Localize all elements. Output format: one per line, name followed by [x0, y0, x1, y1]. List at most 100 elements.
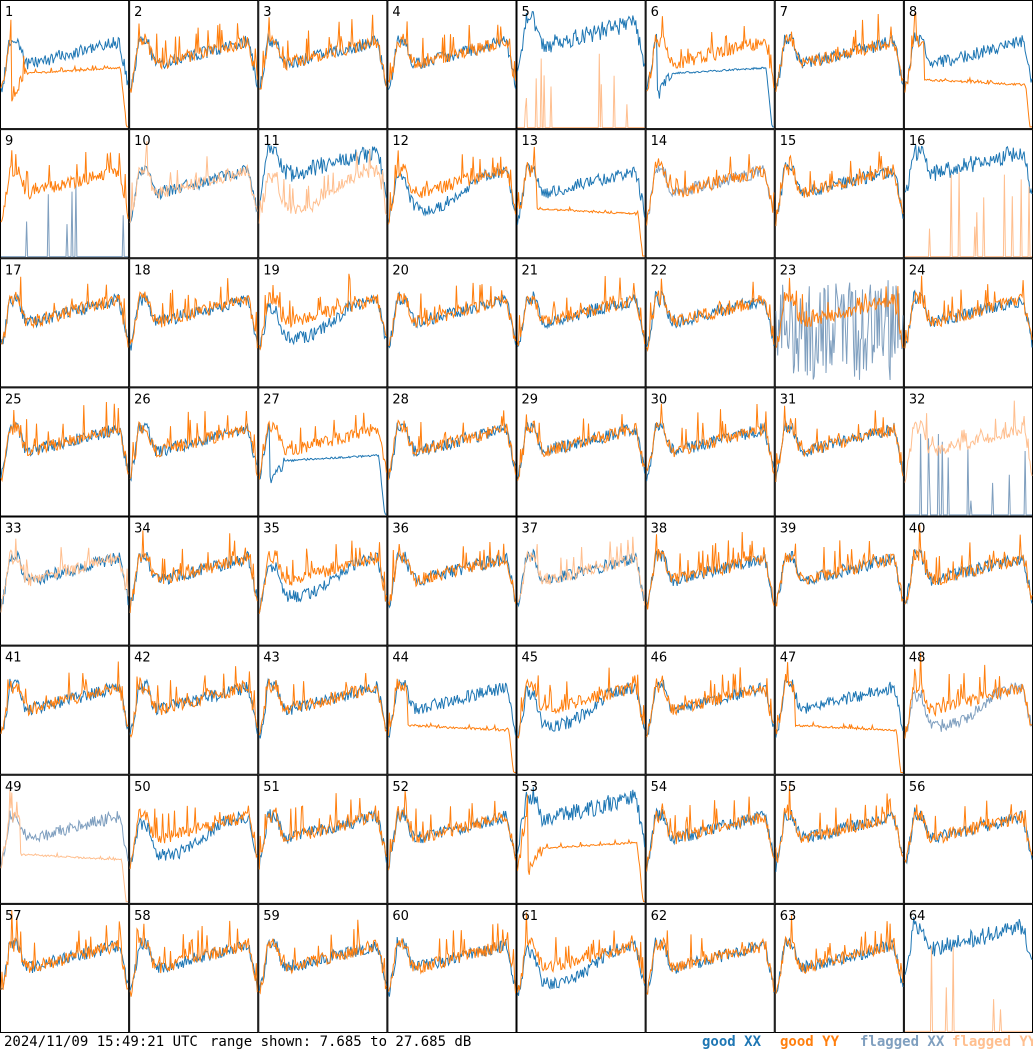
panel-label: 19	[263, 263, 280, 278]
panel-frame	[0, 258, 130, 388]
panel-frame	[129, 0, 259, 130]
panel-21: 21	[516, 258, 646, 388]
panel-14: 14	[645, 129, 775, 259]
panel-frame	[774, 903, 904, 1033]
series-flagged-xx	[904, 433, 1032, 516]
panel-frame	[129, 516, 259, 646]
panel-label: 17	[5, 263, 22, 278]
panel-label: 28	[392, 392, 409, 407]
panel-frame	[645, 774, 775, 904]
series-good-yy	[517, 414, 646, 481]
panel-label: 49	[5, 780, 22, 795]
panel-60: 60	[387, 903, 517, 1033]
panel-label: 55	[780, 780, 797, 795]
panel-17: 17	[0, 258, 130, 388]
panel-frame	[129, 258, 259, 388]
series-good-yy	[259, 14, 387, 90]
series-good-xx	[259, 423, 387, 515]
series-good-yy	[775, 405, 904, 483]
panel-frame	[516, 258, 646, 388]
series-good-xx	[646, 421, 775, 482]
panel-label: 11	[263, 134, 280, 149]
panel-label: 64	[909, 909, 926, 924]
panel-53: 53	[516, 774, 646, 904]
series-flagged-xx	[775, 280, 904, 381]
panel-25: 25	[0, 387, 130, 517]
panel-54: 54	[645, 774, 775, 904]
panel-56: 56	[903, 774, 1033, 904]
panel-label: 61	[522, 909, 539, 924]
panel-33: 33	[0, 516, 130, 646]
panel-37: 37	[516, 516, 646, 646]
panel-label: 7	[780, 5, 788, 20]
series-good-xx	[775, 677, 904, 738]
series-good-yy	[775, 277, 904, 348]
panel-label: 31	[780, 392, 797, 407]
panel-44: 44	[387, 645, 517, 775]
panel-frame	[129, 129, 259, 259]
panel-frame	[0, 903, 130, 1033]
panel-label: 38	[651, 522, 668, 537]
panel-frame	[516, 516, 646, 646]
series-good-yy	[775, 783, 904, 864]
series-flagged-yy	[129, 141, 258, 223]
series-good-yy	[646, 796, 775, 872]
panel-28: 28	[387, 387, 517, 517]
panel-frame	[645, 0, 775, 130]
panel-label: 32	[909, 392, 926, 407]
panel-12: 12	[387, 129, 517, 259]
panel-label: 22	[651, 263, 668, 278]
panel-label: 20	[392, 263, 409, 278]
panel-label: 43	[263, 651, 280, 666]
panel-frame	[774, 258, 904, 388]
series-flagged-xx	[1, 183, 129, 258]
panel-frame	[258, 258, 388, 388]
series-good-yy	[387, 21, 516, 84]
panel-label: 63	[780, 909, 797, 924]
panel-40: 40	[903, 516, 1033, 646]
series-flagged-yy	[517, 536, 646, 606]
panel-label: 50	[134, 780, 151, 795]
panel-51: 51	[258, 774, 388, 904]
series-good-xx	[904, 144, 1033, 195]
series-good-yy	[129, 805, 258, 869]
series-good-yy	[129, 23, 258, 93]
series-good-yy	[387, 678, 516, 773]
series-flagged-xx	[0, 810, 129, 869]
panel-9: 9	[0, 129, 130, 259]
panel-35: 35	[258, 516, 388, 646]
panel-frame	[258, 903, 388, 1033]
series-good-xx	[387, 166, 516, 225]
panel-62: 62	[645, 903, 775, 1033]
panel-61: 61	[516, 903, 646, 1033]
series-good-xx	[258, 938, 387, 992]
panel-frame	[387, 0, 517, 130]
series-good-xx	[775, 809, 903, 873]
series-good-yy	[517, 794, 645, 903]
panel-55: 55	[774, 774, 904, 904]
panel-frame	[645, 516, 775, 646]
panel-frame	[774, 774, 904, 904]
series-good-yy	[646, 667, 775, 738]
series-good-xx	[387, 291, 516, 349]
series-good-yy	[387, 541, 516, 606]
panel-frame	[387, 903, 517, 1033]
panel-frame	[258, 774, 388, 904]
range-text: range shown: 7.685 to 27.685 dB	[210, 1034, 472, 1050]
series-good-xx	[904, 807, 1033, 865]
panel-label: 5	[522, 5, 530, 20]
series-good-yy	[388, 282, 516, 347]
panel-label: 41	[5, 651, 22, 666]
legend-good-yy: good YY	[780, 1034, 840, 1050]
panel-11: 11	[258, 129, 388, 259]
series-good-xx	[388, 678, 516, 739]
panel-15: 15	[774, 129, 904, 259]
panel-frame	[0, 0, 130, 130]
panel-41: 41	[0, 645, 130, 775]
panel-frame	[774, 387, 904, 517]
panel-5: 5	[516, 0, 646, 130]
series-good-yy	[258, 793, 387, 870]
series-good-yy	[646, 403, 775, 474]
panel-label: 36	[392, 522, 409, 537]
panel-59: 59	[258, 903, 388, 1033]
